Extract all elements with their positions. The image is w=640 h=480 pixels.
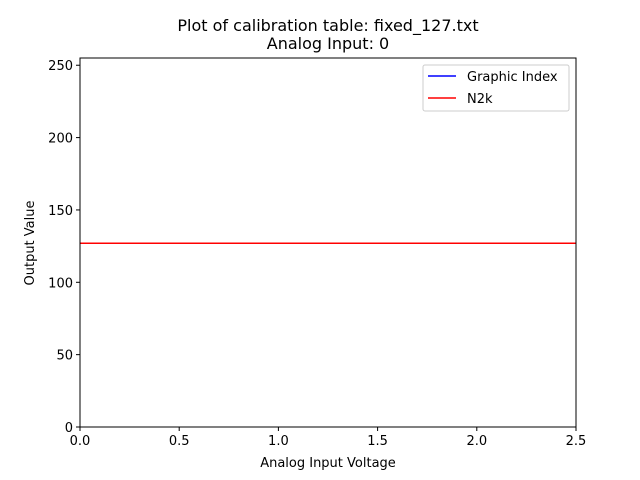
legend-box <box>422 64 570 112</box>
y-tick-label: 50 <box>56 349 73 364</box>
legend-label-2: N2k <box>467 92 493 107</box>
x-tick-label: 0.0 <box>70 434 91 449</box>
y-tick-label: 200 <box>48 132 73 147</box>
y-tick-label: 0 <box>65 421 73 436</box>
x-axis-label: Analog Input Voltage <box>260 456 396 471</box>
legend: Graphic Index N2k <box>422 64 570 112</box>
y-tick-label: 250 <box>48 59 73 74</box>
x-tick-label: 2.0 <box>466 434 487 449</box>
x-tick-label: 1.5 <box>367 434 388 449</box>
chart-title: Plot of calibration table: fixed_127.txt <box>177 16 478 36</box>
chart-subtitle: Analog Input: 0 <box>267 34 389 53</box>
legend-label-1: Graphic Index <box>467 70 558 85</box>
y-axis-ticks: 0 50 100 150 200 250 <box>48 59 80 436</box>
plot-frame <box>79 57 577 428</box>
x-tick-label: 2.5 <box>566 434 587 449</box>
x-tick-label: 1.0 <box>268 434 289 449</box>
y-tick-label: 150 <box>48 204 73 219</box>
x-tick-label: 0.5 <box>169 434 190 449</box>
y-tick-label: 100 <box>48 276 73 291</box>
y-axis-label: Output Value <box>23 201 38 286</box>
x-axis-ticks: 0.0 0.5 1.0 1.5 2.0 2.5 <box>70 427 587 449</box>
